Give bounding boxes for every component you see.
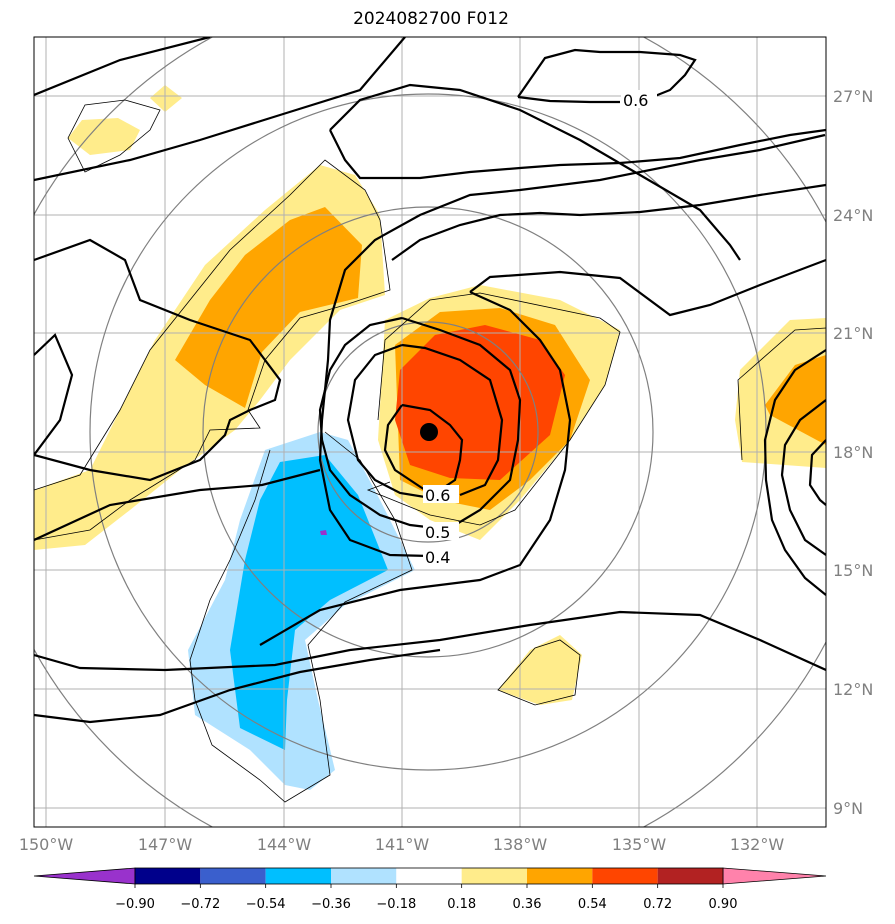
lon-tick-label: 147°W xyxy=(138,835,193,854)
gridlines xyxy=(34,37,826,827)
contour-labels: 0.6 0.6 0.5 0.4 xyxy=(423,90,657,567)
lat-tick-labels: 27°N 24°N 21°N 18°N 15°N 12°N 9°N xyxy=(833,87,873,818)
lat-tick-label: 15°N xyxy=(833,561,873,580)
lon-tick-label: 150°W xyxy=(19,835,74,854)
lat-tick-label: 27°N xyxy=(833,87,873,106)
contour-label: 0.5 xyxy=(425,523,450,542)
lat-tick-label: 18°N xyxy=(833,443,873,462)
axes-frame xyxy=(33,36,827,828)
colorbar-tick-label: −0.18 xyxy=(376,897,416,912)
colorbar-swatch xyxy=(331,868,397,884)
colorbar-swatch xyxy=(657,868,723,884)
lon-tick-labels: 150°W 147°W 144°W 141°W 138°W 135°W 132°… xyxy=(19,835,785,854)
map-axes xyxy=(34,37,826,827)
thin-contours xyxy=(34,99,826,803)
lat-tick-label: 12°N xyxy=(833,680,873,699)
colorbar-tick-label: −0.54 xyxy=(246,897,286,912)
colorbar-tick-label: −0.72 xyxy=(180,897,220,912)
plot-title: 2024082700 F012 xyxy=(353,9,509,29)
colorbar-swatch xyxy=(135,868,201,884)
lat-tick-label: 9°N xyxy=(833,799,863,818)
colorbar-swatch xyxy=(396,868,462,884)
lat-tick-label: 24°N xyxy=(833,206,873,225)
colorbar-tick-label: 0.36 xyxy=(513,897,542,912)
contour-label: 0.6 xyxy=(623,91,648,110)
lat-tick-label: 21°N xyxy=(833,324,873,343)
colorbar-tick-label: 0.72 xyxy=(643,897,672,912)
colorbar-frame xyxy=(134,867,724,885)
thick-contours xyxy=(34,37,826,724)
colorbar: −0.90 −0.72 −0.54 −0.36 −0.18 0.18 0.36 0.54 0.7… xyxy=(33,867,827,912)
lon-tick-label: 141°W xyxy=(375,835,430,854)
colorbar-swatch xyxy=(527,868,593,884)
lon-tick-label: 135°W xyxy=(612,835,667,854)
colorbar-tick-label: −0.90 xyxy=(115,897,155,912)
colorbar-swatch xyxy=(265,868,331,884)
colorbar-tick-label: 0.18 xyxy=(447,897,476,912)
colorbar-swatch xyxy=(592,868,658,884)
lon-tick-label: 138°W xyxy=(493,835,548,854)
colorbar-extend-low xyxy=(33,867,136,885)
lon-tick-label: 132°W xyxy=(730,835,785,854)
contour-label: 0.6 xyxy=(425,486,450,505)
contour-label: 0.4 xyxy=(425,548,450,567)
colorbar-tick-label: 0.90 xyxy=(709,897,738,912)
colorbar-swatch xyxy=(461,868,527,884)
storm-center-marker xyxy=(420,423,438,441)
colorbar-tick-label: −0.36 xyxy=(311,897,351,912)
colorbar-swatch xyxy=(200,868,266,884)
colorbar-extend-high xyxy=(722,867,827,885)
colorbar-tick-label: 0.54 xyxy=(578,897,607,912)
lon-tick-label: 144°W xyxy=(257,835,312,854)
